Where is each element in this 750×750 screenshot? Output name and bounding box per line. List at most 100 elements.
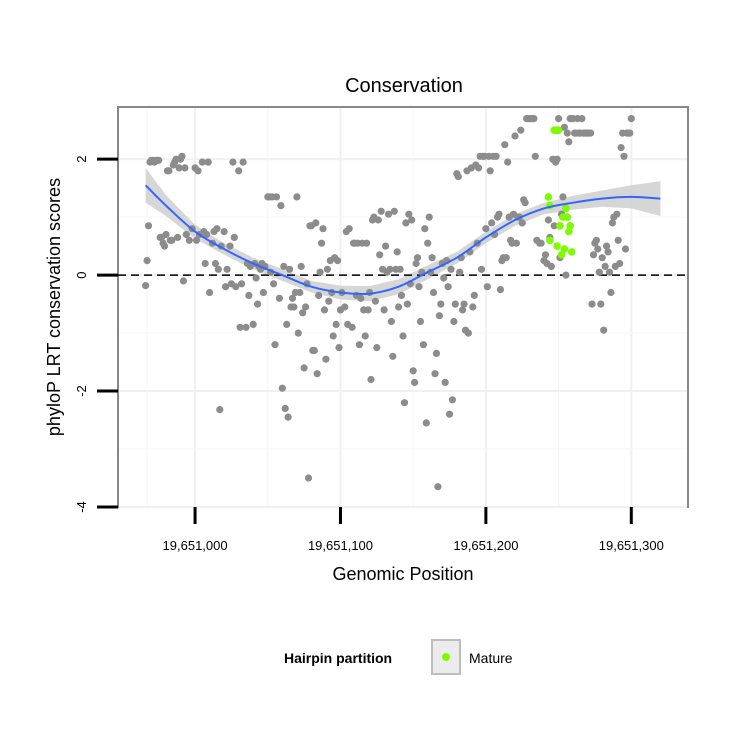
data-point [399,332,407,340]
data-point [530,115,538,123]
data-point [290,303,298,311]
data-point [604,248,612,256]
data-point [236,323,244,331]
y-tick-label: 2 [74,156,89,163]
data-point [521,199,529,207]
data-point [614,236,622,244]
data-point [553,155,561,163]
data-point [355,341,363,349]
data-point [395,303,403,311]
data-point [451,300,459,308]
data-point [459,306,467,314]
smooth-line [144,184,661,296]
data-point [447,265,455,273]
data-point [408,216,416,224]
data-point [421,225,429,233]
data-point [272,193,281,201]
data-point [531,152,539,160]
data-point [373,344,381,352]
data-point [496,286,504,294]
data-point [382,242,390,250]
data-point [405,210,413,218]
data-point [296,288,304,297]
x-axis: 19,651,000 19,651,100 19,651,200 19,651,300 [163,507,664,553]
data-point [435,312,443,320]
data-point [501,141,509,149]
data-point [235,167,243,175]
data-point [320,306,329,314]
y-tick-label: 0 [74,271,89,278]
data-point [299,309,307,317]
data-point [563,129,571,137]
data-point [544,216,553,224]
data-point [318,239,326,247]
data-point [371,297,379,305]
data-point [415,283,423,291]
data-point [286,265,294,273]
data-point [626,129,634,137]
data-point [627,115,635,123]
legend: Hairpin partition Mature [284,639,513,675]
data-point [367,375,375,384]
legend-label-mature: Mature [469,650,513,666]
data-point [469,303,477,311]
data-point [181,164,189,172]
data-point [402,219,410,227]
data-point [541,251,550,259]
mature-data-point [562,204,570,213]
data-point [201,259,209,268]
data-point [213,225,221,233]
legend-title: Hairpin partition [284,650,392,666]
data-point [431,370,439,378]
data-point [424,239,432,247]
data-point [477,265,486,273]
data-point [297,262,305,270]
data-point [482,225,490,233]
data-point [361,332,369,340]
data-point [598,254,606,262]
data-point [613,210,621,218]
data-point [511,132,519,140]
confidence-ribbon-layer [145,167,661,302]
data-point [600,326,608,334]
data-point [335,344,343,352]
data-point [280,262,288,270]
data-point [409,367,417,375]
data-point [144,222,153,230]
data-point [162,230,170,239]
data-point [412,259,420,268]
data-point [230,233,238,241]
data-point [242,323,250,331]
data-point [502,254,510,262]
data-point [617,144,625,152]
data-point [464,329,472,337]
data-point [440,274,448,282]
data-point [445,410,454,418]
data-point [252,274,260,282]
data-point [475,164,483,172]
mature-data-point [560,245,569,253]
data-point [504,158,512,166]
y-tick-label: -4 [74,501,89,513]
data-point [616,259,624,268]
data-point [304,474,313,482]
data-point [559,193,567,201]
data-point [334,257,342,265]
legend-key-mature [442,653,450,661]
data-point [254,300,262,308]
data-point [517,126,525,134]
data-point [492,152,500,160]
data-point [277,202,285,210]
data-point [547,262,555,270]
data-point [560,123,569,131]
data-point [182,230,190,239]
data-point [589,251,598,259]
data-point [206,288,214,297]
data-point [323,265,331,273]
x-axis-label: Genomic Position [332,564,473,584]
mature-points-layer [544,126,576,259]
data-point [578,115,586,123]
y-tick-label: -2 [74,385,89,397]
smooth-line-layer [144,184,661,296]
